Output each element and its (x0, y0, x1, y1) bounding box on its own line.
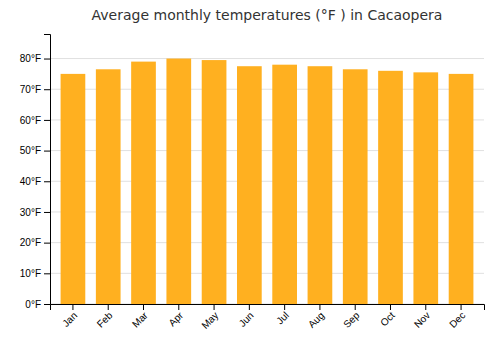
x-tick-label: Sep (341, 309, 362, 330)
bar (308, 66, 333, 304)
bar (202, 60, 227, 304)
bar (61, 74, 86, 304)
x-tick-label: Oct (378, 310, 397, 329)
x-tick: Oct (378, 304, 397, 328)
y-tick: 70°F (20, 84, 50, 95)
x-tick-label: Jan (60, 310, 79, 329)
y-tick: 40°F (20, 176, 50, 187)
bar (413, 72, 438, 304)
y-tick-mark (44, 243, 50, 244)
y-tick-label: 70°F (20, 84, 41, 95)
x-tick-label: Apr (166, 309, 185, 328)
bar (131, 62, 156, 304)
y-tick-mark (44, 89, 50, 90)
x-axis: Jan Feb Mar Apr May Jun Jul Aug Sep Oct Nov Dec (51, 304, 485, 331)
x-tick: Nov (412, 304, 432, 330)
x-tick-mark (390, 304, 391, 310)
y-tick-mark (44, 151, 50, 152)
x-tick: Sep (341, 304, 362, 330)
title: Average monthly temperatures (°F ) in Ca… (92, 7, 443, 23)
y-tick-label: 30°F (20, 207, 41, 218)
x-tick-mark (178, 304, 179, 310)
bar (237, 66, 262, 304)
bars (61, 59, 474, 304)
y-tick-mark (44, 59, 50, 60)
x-tick: Feb (95, 304, 115, 330)
x-tick-mark (284, 304, 285, 310)
y-tick: 50°F (20, 145, 50, 156)
bar (378, 71, 403, 304)
y-tick-label: 10°F (20, 268, 41, 279)
x-tick-label: Jun (237, 310, 256, 329)
grid (50, 59, 484, 304)
bar (96, 69, 121, 304)
y-tick-mark (44, 120, 50, 121)
x-tick: May (199, 304, 220, 331)
x-tick-mark (108, 304, 109, 310)
x-tick: Jun (237, 304, 256, 329)
y-tick-mark (44, 181, 50, 182)
x-tick-label: Aug (306, 310, 326, 330)
bar (272, 65, 297, 304)
y-tick-mark (44, 212, 50, 213)
x-tick-mark (72, 304, 73, 310)
x-tick-mark (143, 304, 144, 310)
x-tick: Apr (166, 304, 185, 328)
y-tick-label: 20°F (20, 237, 41, 248)
x-tick-mark (249, 304, 250, 310)
x-tick: Mar (130, 304, 150, 330)
x-tick-mark (425, 304, 426, 310)
x-tick-label: Nov (412, 310, 432, 330)
bar (166, 59, 191, 304)
x-tick-mark (355, 304, 356, 310)
x-tick-label: Mar (130, 309, 150, 329)
bar (343, 69, 368, 304)
x-tick: Aug (306, 304, 326, 330)
y-tick-label: 60°F (20, 115, 41, 126)
x-tick: Jan (60, 304, 79, 329)
grid-line (50, 58, 484, 59)
x-axis-line (51, 305, 485, 311)
x-tick-mark (214, 304, 215, 310)
y-tick-label: 50°F (20, 145, 41, 156)
chart: 0°F 10°F 20°F 30°F 40°F 50°F 60°F 70°F 80°F Jan Fe… (0, 0, 500, 350)
x-tick-mark (461, 304, 462, 310)
x-tick-label: Feb (95, 309, 115, 329)
y-axis-line (44, 35, 51, 305)
y-tick: 0°F (25, 299, 50, 310)
x-tick-label: Jul (274, 310, 291, 327)
y-tick-mark (44, 304, 50, 305)
y-tick: 60°F (20, 115, 50, 126)
y-tick-label: 80°F (20, 53, 41, 64)
y-tick-label: 40°F (20, 176, 41, 187)
bar (449, 74, 474, 304)
x-tick-mark (319, 304, 320, 310)
y-tick: 30°F (20, 207, 50, 218)
y-tick-mark (44, 273, 50, 274)
x-tick-label: May (199, 310, 220, 331)
y-tick: 20°F (20, 237, 50, 248)
y-axis: 0°F 10°F 20°F 30°F 40°F 50°F 60°F 70°F 80°F (20, 35, 51, 310)
x-tick: Jul (274, 304, 291, 326)
x-tick: Dec (447, 304, 467, 330)
x-tick-label: Dec (447, 310, 467, 330)
plot: 0°F 10°F 20°F 30°F 40°F 50°F 60°F 70°F 80°F Jan Fe… (20, 35, 485, 331)
y-tick-label: 0°F (25, 299, 41, 310)
y-tick: 80°F (20, 53, 50, 64)
y-tick: 10°F (20, 268, 50, 279)
